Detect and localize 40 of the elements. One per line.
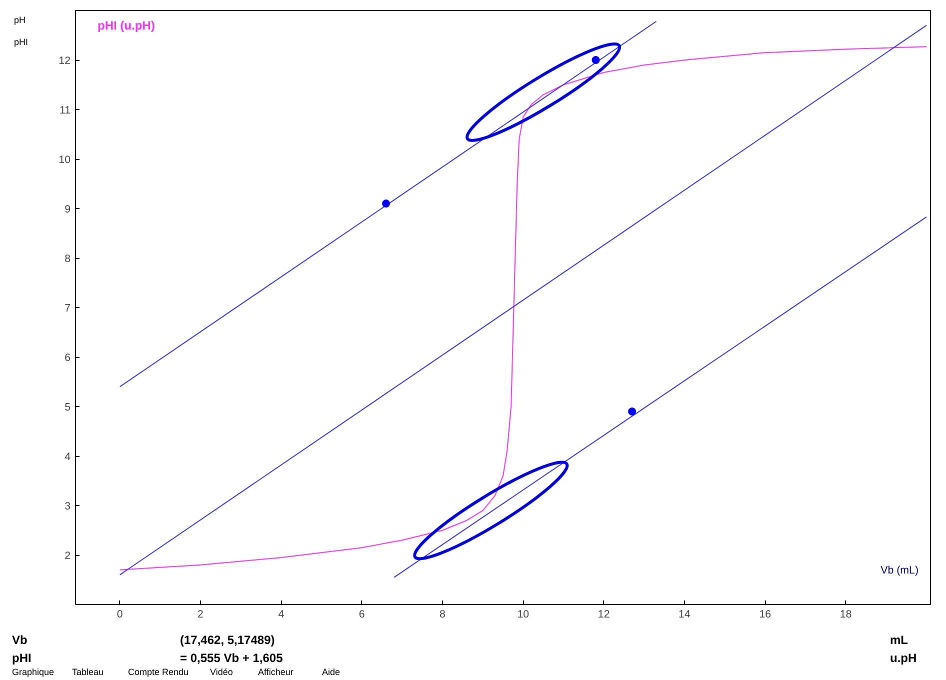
point [592, 56, 600, 64]
x-tick-label: 0 [116, 608, 123, 620]
point [628, 407, 636, 416]
text: pH [14, 14, 26, 27]
x-tick-label: 8 [440, 608, 446, 620]
y-tick-label: 10 [58, 154, 71, 166]
x-tick-label: 16 [759, 608, 772, 620]
y-axis-title: pHI (u.pH) [98, 18, 155, 32]
y-tick-label: 9 [64, 204, 71, 216]
text: = 0,555 Vb + 1,605 [180, 650, 283, 667]
text: Vb [12, 632, 28, 649]
point [382, 200, 390, 208]
x-tick-label: 4 [278, 608, 284, 620]
y-tick-label: 11 [59, 104, 71, 116]
text: Vidéo [210, 666, 233, 679]
text: pHI [14, 36, 28, 49]
y-tick-label: 8 [64, 253, 71, 265]
text: u.pH [890, 650, 917, 667]
x-tick-label: 14 [678, 608, 690, 620]
text: mL [890, 632, 908, 649]
x-tick-label: 12 [598, 608, 610, 620]
y-tick-label: 4 [64, 451, 71, 463]
y-tick-label: 2 [64, 550, 71, 562]
text: Compte Rendu [128, 666, 189, 679]
text: Graphique [12, 666, 54, 679]
y-tick-label: 6 [64, 352, 71, 364]
x-tick-label: 2 [198, 608, 204, 620]
x-tick-label: 10 [517, 608, 530, 620]
text: (17,462, 5,17489) [180, 632, 275, 649]
y-tick-label: 7 [64, 302, 71, 314]
x-axis-title: Vb (mL) [880, 564, 919, 576]
x-tick-label: 6 [358, 608, 365, 620]
text: Aide [322, 666, 340, 679]
x-tick-label: 18 [840, 608, 852, 620]
text: Tableau [72, 666, 104, 679]
text: Afficheur [258, 666, 294, 679]
y-tick-label: 3 [64, 500, 71, 512]
y-tick-label: 12 [58, 55, 71, 67]
y-tick-label: 5 [64, 402, 71, 414]
text: pHI [12, 650, 32, 667]
